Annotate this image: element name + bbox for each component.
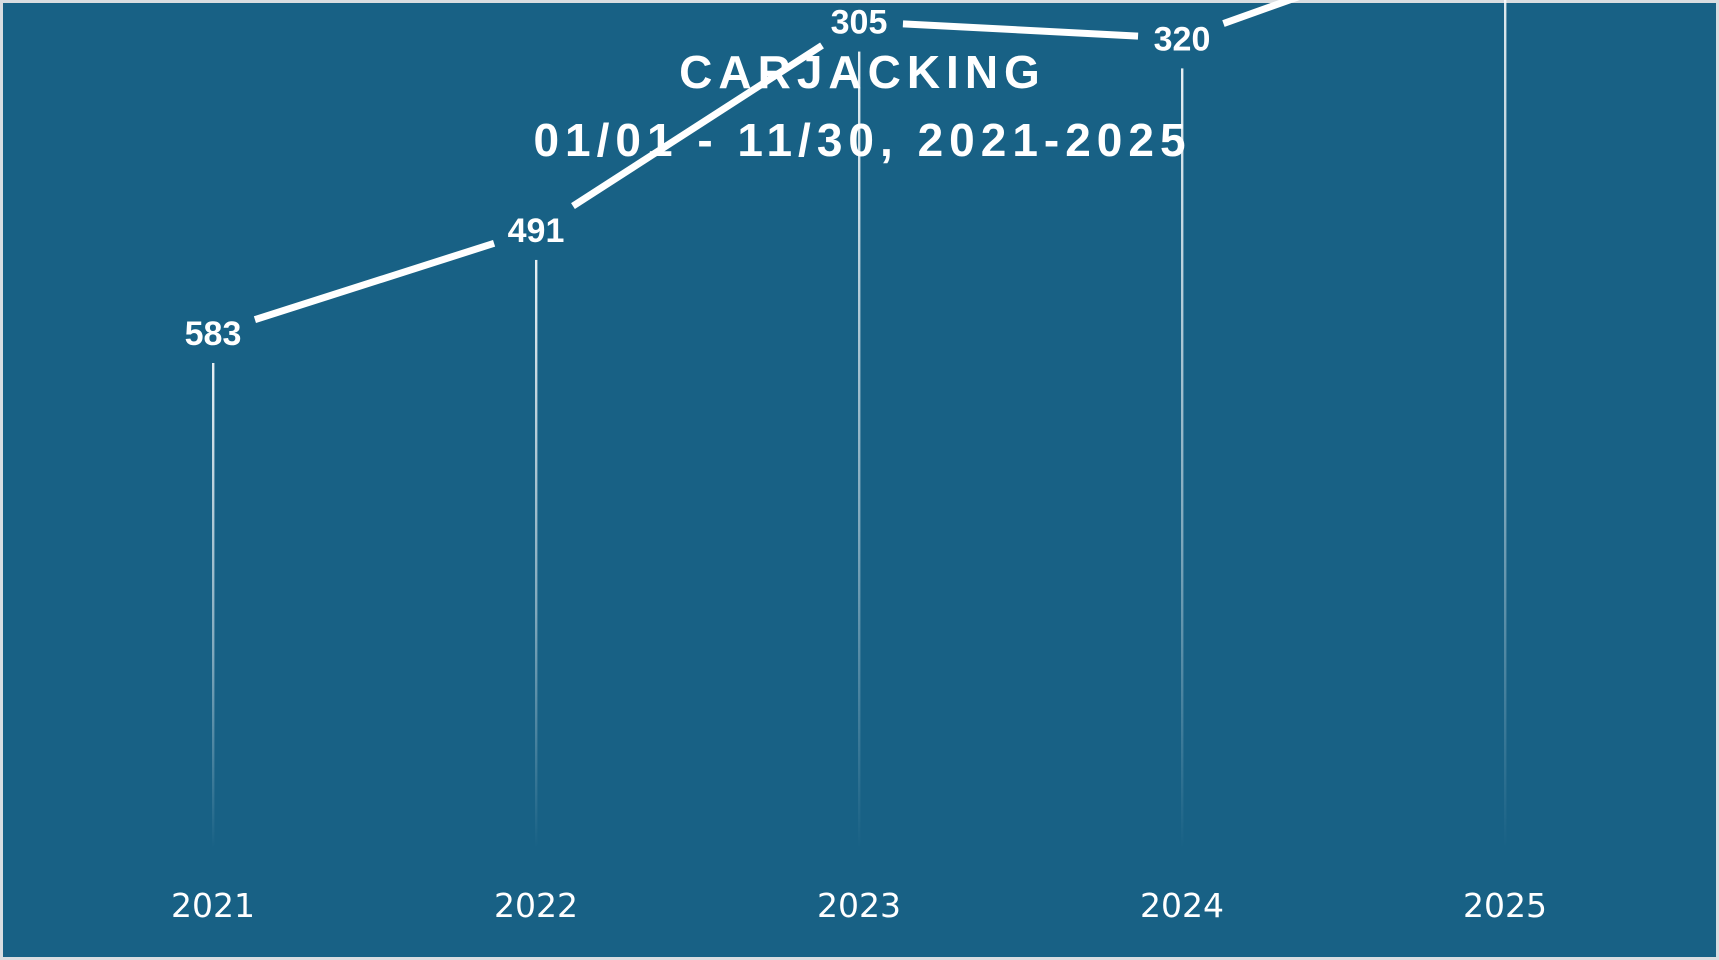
data-labels: 583491305320217 <box>185 4 1211 353</box>
drop-lines <box>212 0 1507 849</box>
series-line <box>253 0 1300 323</box>
data-label-2024: 320 <box>1154 20 1211 58</box>
drop-line-2022 <box>535 259 538 848</box>
line-segment-2023-2024 <box>902 20 1139 40</box>
data-label-2022: 491 <box>508 212 565 250</box>
x-tick-2024: 2024 <box>1140 886 1224 925</box>
line-segment-2021-2022 <box>253 239 496 323</box>
drop-line-2025 <box>1504 0 1507 848</box>
data-label-2021: 583 <box>185 315 242 353</box>
x-tick-2023: 2023 <box>817 886 901 925</box>
drop-line-2023 <box>858 51 861 849</box>
data-label-2023: 305 <box>831 4 888 42</box>
line-segment-2022-2023 <box>571 42 824 210</box>
x-axis-tick-labels: 2021 2022 2023 2024 2025 <box>171 886 1547 925</box>
x-tick-2021: 2021 <box>171 886 255 925</box>
drop-line-2024 <box>1181 68 1184 849</box>
x-tick-2022: 2022 <box>494 886 578 925</box>
drop-line-2021 <box>212 363 215 848</box>
x-tick-2025: 2025 <box>1463 886 1547 925</box>
line-segment-2024-2025 <box>1222 0 1300 27</box>
